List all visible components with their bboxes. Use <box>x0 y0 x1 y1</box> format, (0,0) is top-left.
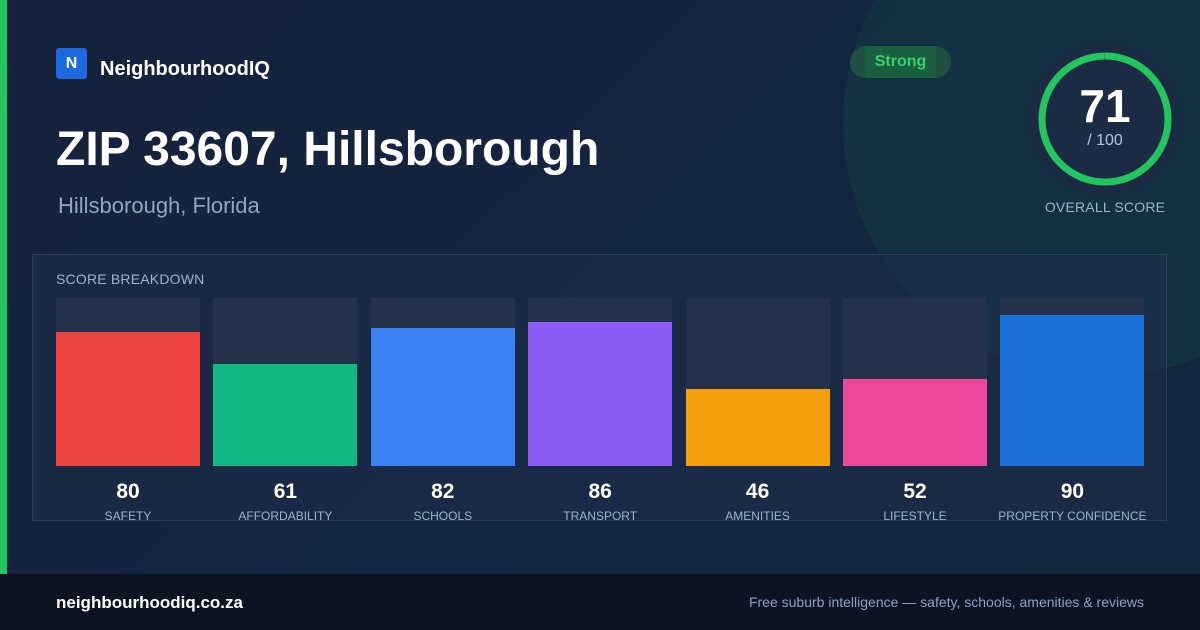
bar-value-label: 90 <box>1060 480 1085 503</box>
score-ring-arc <box>1038 52 1172 186</box>
bar <box>213 363 358 466</box>
brand-name: NeighbourhoodIQ <box>100 58 270 80</box>
bar <box>1000 314 1145 466</box>
bar-category-label: SAFETY <box>104 509 152 523</box>
bar-value-label: 61 <box>273 480 298 503</box>
bar <box>56 331 200 466</box>
bar <box>685 388 830 466</box>
footer-url-link[interactable]: neighbourhoodiq.co.za <box>56 593 243 612</box>
brand[interactable]: N NeighbourhoodIQ <box>56 46 270 81</box>
bar-value-label: 46 <box>745 480 770 503</box>
bar-track <box>685 298 830 466</box>
status-badge-label: Strong <box>874 53 927 70</box>
score-ring <box>1029 43 1181 195</box>
bar-category-label: SCHOOLS <box>413 509 473 523</box>
bar-category-label: LIFESTYLE <box>883 509 947 523</box>
score-ring-backdrop <box>1029 43 1181 195</box>
footer: neighbourhoodiq.co.za Free suburb intell… <box>0 574 1200 630</box>
bar-category-label: PROPERTY CONFIDENCE <box>998 509 1147 523</box>
bar <box>370 328 515 466</box>
bar <box>843 378 987 466</box>
bar-value-label: 86 <box>588 480 612 503</box>
status-badge: Strong <box>850 46 951 78</box>
page-subtitle: Hillsborough, Florida <box>58 193 260 218</box>
bar-value-label: 52 <box>903 480 927 503</box>
bar <box>528 321 673 466</box>
bar-track <box>528 298 673 466</box>
share-card: N NeighbourhoodIQ ZIP 33607, Hillsboroug… <box>0 0 1200 574</box>
bar-track <box>213 298 358 466</box>
overall-score-gauge: 71 / 100 <box>1029 43 1181 195</box>
score-breakdown-heading: SCORE BREAKDOWN <box>56 271 205 287</box>
accent-bar <box>0 0 7 574</box>
page-title: ZIP 33607, Hillsborough <box>56 123 600 176</box>
bar-category-label: AFFORDABILITY <box>238 509 333 523</box>
bar-value-label: 80 <box>116 480 140 503</box>
bar-category-label: TRANSPORT <box>563 509 638 523</box>
overall-score-value: 71 <box>1079 80 1131 132</box>
bar-track <box>843 298 987 466</box>
bar-category-label: AMENITIES <box>725 509 790 523</box>
bar-track <box>1000 298 1145 466</box>
footer-tagline: Free suburb intelligence — safety, schoo… <box>748 594 1144 610</box>
bar-track <box>56 298 200 466</box>
brand-logo-icon: N <box>56 48 87 79</box>
status-badge-highlight <box>865 46 936 78</box>
overall-score-max: / 100 <box>1087 132 1123 149</box>
overall-score-label: OVERALL SCORE <box>1044 199 1166 215</box>
bar-value-label: 82 <box>431 480 455 503</box>
bar-track <box>370 298 515 466</box>
